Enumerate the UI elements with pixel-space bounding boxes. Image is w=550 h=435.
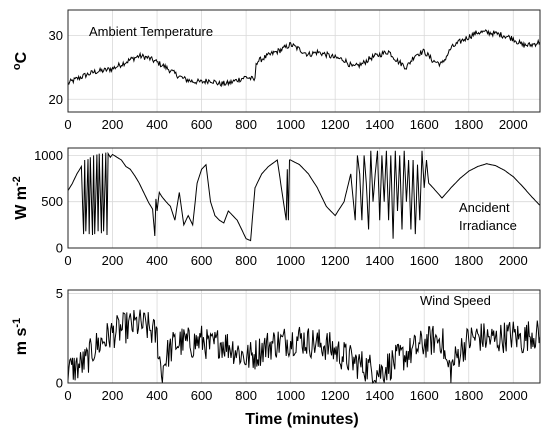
x-tick-label: 800 — [235, 253, 257, 268]
x-tick-label: 600 — [191, 117, 213, 132]
panel-irradiance: 0 200 400 600 800 1000 1200 1400 1600 1800 2000 0 50… — [11, 147, 541, 268]
x-tick-label: 0 — [64, 388, 71, 403]
y-axis-label: oC — [11, 51, 30, 70]
x-tick-label: 200 — [102, 253, 124, 268]
x-tick-label: 1200 — [321, 253, 350, 268]
panel-annotation: Ancident — [459, 200, 510, 215]
x-axis-label: Time (minutes) — [245, 411, 359, 428]
x-tick-label: 2000 — [499, 117, 528, 132]
y-tick-label: 30 — [49, 28, 63, 43]
y-tick-label: 20 — [49, 92, 63, 107]
x-tick-label: 600 — [191, 253, 213, 268]
x-tick-label: 400 — [146, 117, 168, 132]
panel-temperature: 0 200 400 600 800 1000 1200 1400 1600 1800 2000 20 3… — [11, 9, 541, 132]
x-tick-label: 1000 — [276, 117, 305, 132]
y-tick-label: 500 — [41, 194, 63, 209]
series-line — [67, 29, 541, 88]
x-tick-label: 400 — [146, 388, 168, 403]
y-axis-label: W m-2 — [11, 176, 30, 220]
x-tick-label: 1200 — [321, 388, 350, 403]
panel-annotation: Wind Speed — [420, 293, 491, 308]
x-tick-label: 1600 — [410, 388, 439, 403]
x-tick-label: 1000 — [276, 253, 305, 268]
x-tick-label: 1600 — [410, 117, 439, 132]
x-tick-label: 400 — [146, 253, 168, 268]
y-tick-label: 0 — [56, 376, 63, 391]
x-tick-label: 1800 — [454, 117, 483, 132]
x-tick-label: 1200 — [321, 117, 350, 132]
x-tick-label: 200 — [102, 388, 124, 403]
plot-frame — [67, 9, 541, 113]
x-tick-label: 1600 — [410, 253, 439, 268]
y-tick-label: 0 — [56, 241, 63, 256]
x-tick-label: 1400 — [365, 388, 394, 403]
x-tick-label: 800 — [235, 117, 257, 132]
x-tick-label: 2000 — [499, 388, 528, 403]
x-tick-label: 0 — [64, 253, 71, 268]
x-tick-label: 2000 — [499, 253, 528, 268]
x-tick-label: 0 — [64, 117, 71, 132]
x-tick-label: 200 — [102, 117, 124, 132]
plot-frame — [67, 147, 541, 249]
x-tick-label: 800 — [235, 388, 257, 403]
x-tick-label: 1400 — [365, 253, 394, 268]
x-tick-label: 1800 — [454, 388, 483, 403]
x-tick-label: 1400 — [365, 117, 394, 132]
plot-frame — [67, 289, 541, 384]
x-tick-label: 600 — [191, 388, 213, 403]
x-tick-label: 1000 — [276, 388, 305, 403]
panel-annotation: Ambient Temperature — [89, 24, 213, 39]
y-axis-label: m s-1 — [11, 318, 30, 355]
y-tick-label: 1000 — [34, 148, 63, 163]
y-tick-label: 5 — [56, 286, 63, 301]
panel-wind-speed: 0 200 400 600 800 1000 1200 1400 1600 1800 2000 0 5 m… — [11, 286, 541, 403]
series-line — [67, 150, 541, 242]
series-line — [67, 309, 541, 385]
panel-annotation: Irradiance — [459, 218, 517, 233]
x-tick-label: 1800 — [454, 253, 483, 268]
